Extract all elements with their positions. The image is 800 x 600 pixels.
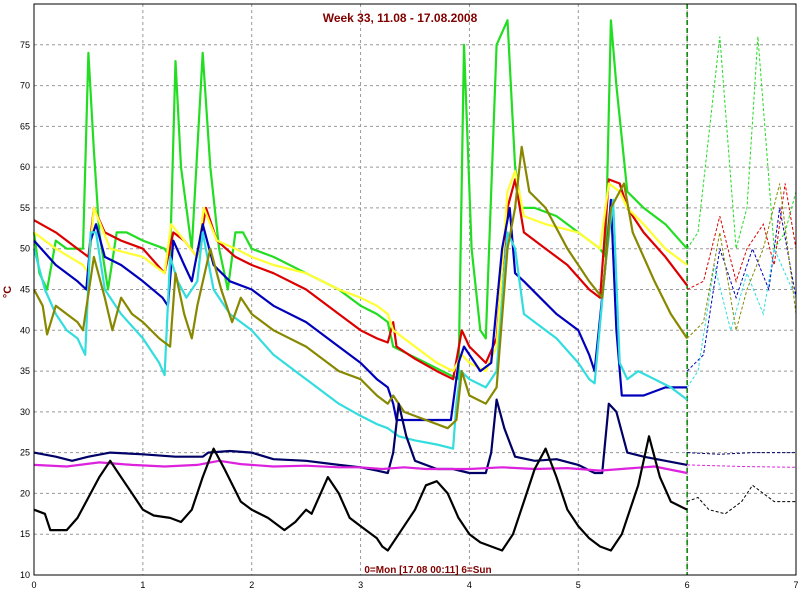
y-tick-label: 30 <box>20 407 30 417</box>
series-line-3 <box>33 198 688 422</box>
x-tick-label: 3 <box>358 580 363 590</box>
series-line-4 <box>32 198 688 450</box>
forecast-line-0 <box>686 36 797 251</box>
y-tick-label: 65 <box>20 121 30 131</box>
series-line-2 <box>33 170 688 373</box>
y-tick-label: 10 <box>20 570 30 580</box>
x-tick-label: 5 <box>576 580 581 590</box>
y-tick-label: 75 <box>20 40 30 50</box>
y-tick-label: 60 <box>20 162 30 172</box>
plot-frame <box>33 3 797 576</box>
series-group <box>32 19 689 552</box>
y-axis-label: °C <box>2 286 14 298</box>
y-tick-label: 40 <box>20 325 30 335</box>
x-tick-label: 7 <box>793 580 798 590</box>
x-tick-label: 4 <box>467 580 472 590</box>
y-tick-label: 15 <box>20 529 30 539</box>
forecast-series-group <box>686 36 797 515</box>
series-line-6 <box>33 398 688 475</box>
series-line-1 <box>33 178 688 381</box>
x-tick-label: 6 <box>685 580 690 590</box>
x-tick-label: 0 <box>31 580 36 590</box>
grid <box>34 4 796 575</box>
y-tick-label: 20 <box>20 488 30 498</box>
forecast-line-5 <box>687 452 796 455</box>
x-tick-label: 2 <box>249 580 254 590</box>
y-tick-label: 50 <box>20 244 30 254</box>
forecast-line-6 <box>687 464 797 468</box>
y-tick-label: 35 <box>20 366 30 376</box>
chart-title: Week 33, 11.08 - 17.08.2008 <box>323 11 478 25</box>
x-tick-label: 1 <box>140 580 145 590</box>
forecast-line-2 <box>686 207 797 372</box>
y-tick-label: 45 <box>20 285 30 295</box>
forecast-line-4 <box>686 183 797 339</box>
y-tick-label: 55 <box>20 203 30 213</box>
forecast-line-7 <box>686 484 796 515</box>
forecast-line-1 <box>686 183 797 290</box>
y-tick-label: 70 <box>20 81 30 91</box>
series-line-5 <box>33 145 689 430</box>
y-tick-label: 25 <box>20 448 30 458</box>
forecast-line-3 <box>686 246 797 388</box>
series-line-8 <box>33 435 688 552</box>
x-axis-label: 0=Mon [17.08 00:11] 6=Sun <box>364 565 491 576</box>
series-line-7 <box>33 459 688 475</box>
